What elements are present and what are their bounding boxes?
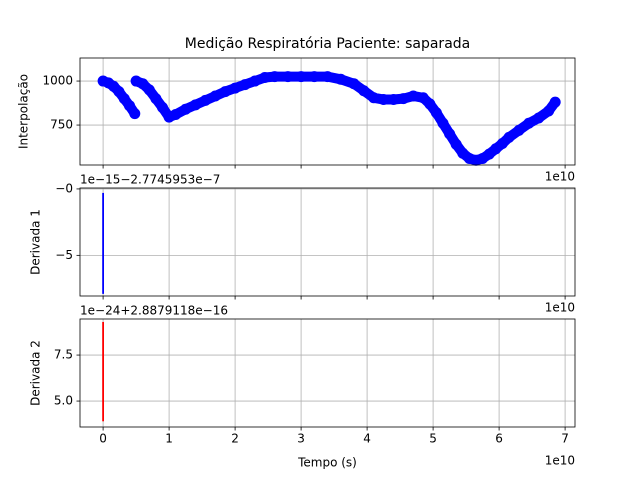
data-point xyxy=(209,90,221,102)
data-point xyxy=(543,105,555,117)
data-point xyxy=(430,107,442,119)
x-tick-label: 5 xyxy=(429,432,437,446)
y-tick-label: −0 xyxy=(55,181,73,195)
axes-frame xyxy=(79,187,576,297)
data-point xyxy=(368,92,380,104)
data-point xyxy=(124,100,135,112)
data-point xyxy=(407,90,419,102)
data-point xyxy=(295,71,307,83)
x-tick-label: 6 xyxy=(495,432,503,446)
x-tick-label: 4 xyxy=(363,432,371,446)
y-tick-label: 5.0 xyxy=(54,394,73,408)
data-point xyxy=(259,72,271,84)
data-point xyxy=(549,96,561,108)
x-axis-label: Tempo (s) xyxy=(297,456,357,470)
data-point xyxy=(388,94,399,106)
axes-frame xyxy=(79,318,576,428)
data-point xyxy=(513,124,525,136)
data-point xyxy=(358,85,370,97)
x-offset-text: 1e10 xyxy=(545,170,575,184)
data-point xyxy=(503,131,515,143)
data-point xyxy=(269,71,281,83)
chart-title: Medição Respiratória Paciente: saparada xyxy=(185,36,470,52)
y-offset-text: 1e−15−2.7745953e−7 xyxy=(80,173,220,187)
data-point xyxy=(523,117,535,129)
axes-frame xyxy=(79,57,576,166)
data-point xyxy=(180,103,192,115)
data-point xyxy=(157,101,168,113)
data-point xyxy=(424,98,436,110)
data-point xyxy=(150,93,162,105)
data-point xyxy=(129,108,141,120)
x-offset-text: 1e10 xyxy=(545,454,575,468)
data-point xyxy=(199,94,211,106)
data-point xyxy=(348,78,360,90)
data-point xyxy=(170,108,182,120)
data-point xyxy=(437,117,449,129)
y-tick-label: 7.5 xyxy=(54,348,73,362)
data-point xyxy=(190,99,201,111)
data-point xyxy=(450,138,462,150)
data-point xyxy=(335,73,347,85)
data-point xyxy=(444,128,456,140)
x-tick-label: 2 xyxy=(231,432,239,446)
data-point xyxy=(249,75,261,87)
y-axis-label: Interpolação xyxy=(17,74,31,149)
data-point xyxy=(308,71,320,83)
data-point xyxy=(378,94,390,106)
x-offset-text: 1e10 xyxy=(545,301,575,315)
data-point xyxy=(143,84,155,96)
data-point xyxy=(533,112,545,124)
y-tick-label: 750 xyxy=(50,118,73,132)
x-tick-label: 3 xyxy=(297,432,305,446)
y-offset-text: 1e−24+2.8879118e−16 xyxy=(80,304,228,318)
data-point xyxy=(219,86,231,98)
x-tick-label: 1 xyxy=(165,432,173,446)
y-axis-label: Derivada 1 xyxy=(29,209,43,275)
x-tick-label: 0 xyxy=(99,432,107,446)
data-point xyxy=(239,79,251,91)
data-point xyxy=(397,93,409,105)
y-tick-label: −5 xyxy=(55,248,73,262)
data-point xyxy=(322,71,333,83)
data-point xyxy=(229,82,241,94)
y-tick-label: 1000 xyxy=(42,74,73,88)
x-tick-label: 7 xyxy=(561,432,569,446)
data-point xyxy=(282,71,294,83)
y-axis-label: Derivada 2 xyxy=(29,340,43,406)
